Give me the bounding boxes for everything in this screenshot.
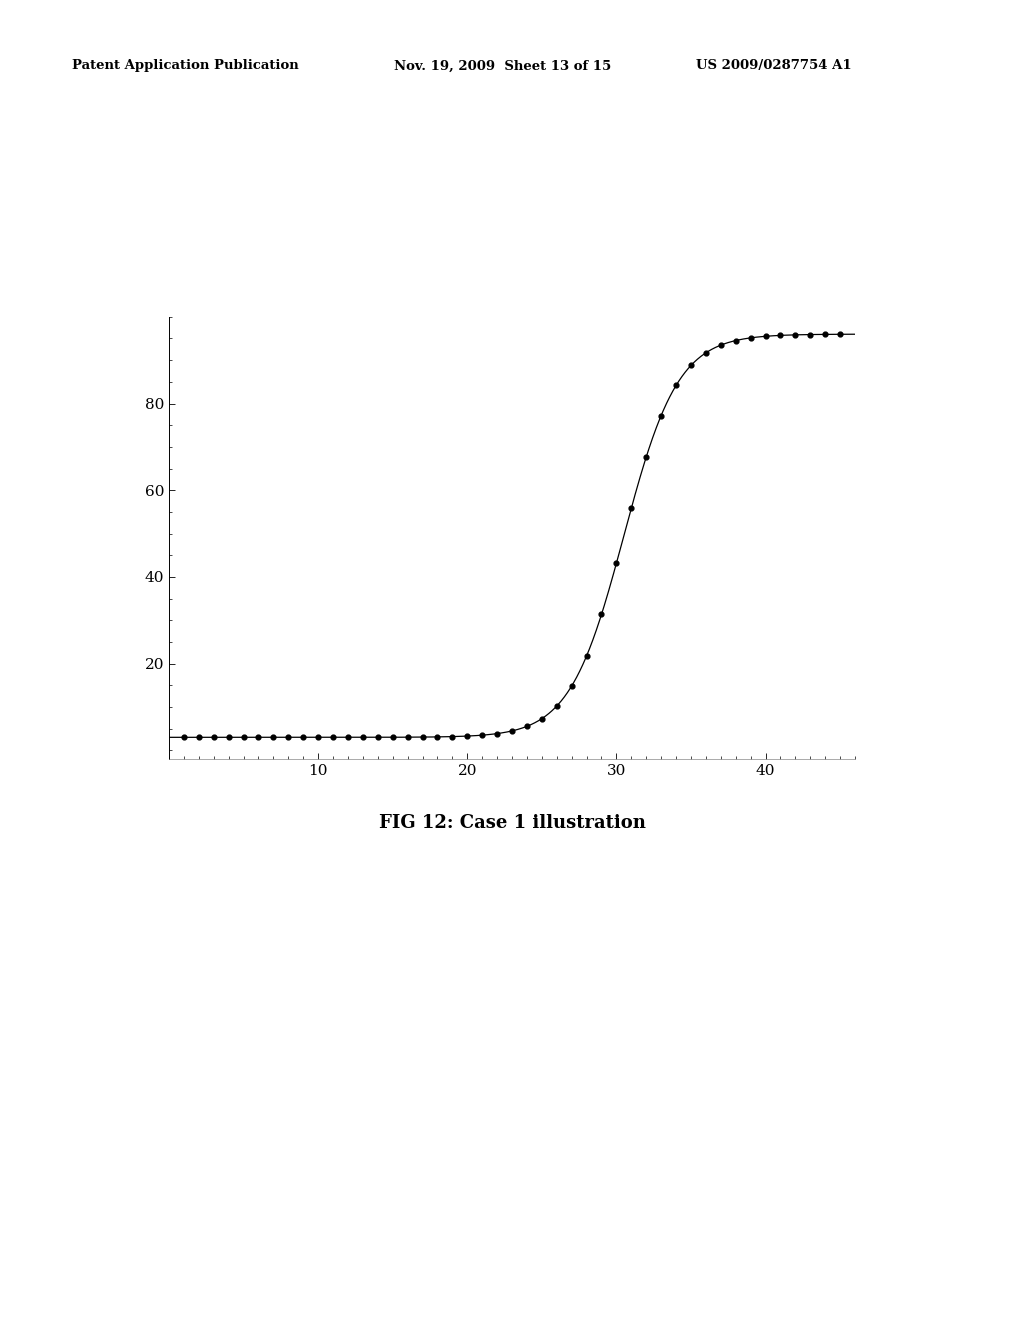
Point [713, 334, 729, 355]
Point [638, 446, 654, 467]
Text: Patent Application Publication: Patent Application Publication [72, 59, 298, 73]
Point [817, 323, 834, 345]
Point [563, 676, 580, 697]
Point [742, 327, 759, 348]
Point [370, 727, 386, 748]
Point [549, 696, 565, 717]
Point [608, 553, 625, 574]
Text: FIG 12: Case 1 illustration: FIG 12: Case 1 illustration [379, 814, 645, 833]
Point [593, 605, 609, 626]
Point [190, 727, 207, 748]
Point [220, 727, 237, 748]
Point [831, 323, 848, 345]
Text: Nov. 19, 2009  Sheet 13 of 15: Nov. 19, 2009 Sheet 13 of 15 [394, 59, 611, 73]
Point [683, 355, 699, 376]
Point [250, 727, 266, 748]
Point [415, 726, 431, 747]
Point [295, 727, 311, 748]
Point [429, 726, 445, 747]
Point [488, 723, 505, 744]
Text: US 2009/0287754 A1: US 2009/0287754 A1 [696, 59, 852, 73]
Point [206, 727, 222, 748]
Point [399, 726, 416, 747]
Point [653, 405, 670, 426]
Point [384, 727, 400, 748]
Point [310, 727, 327, 748]
Point [758, 326, 774, 347]
Point [325, 727, 341, 748]
Point [697, 342, 714, 363]
Point [802, 323, 818, 345]
Point [579, 645, 595, 667]
Point [281, 727, 297, 748]
Point [504, 721, 520, 742]
Point [265, 727, 282, 748]
Point [474, 725, 490, 746]
Point [519, 715, 536, 737]
Point [340, 727, 356, 748]
Point [668, 375, 684, 396]
Point [236, 727, 252, 748]
Point [787, 325, 804, 346]
Point [727, 330, 743, 351]
Point [534, 708, 550, 729]
Point [624, 498, 640, 519]
Point [354, 727, 371, 748]
Point [176, 727, 193, 748]
Point [772, 325, 788, 346]
Point [459, 726, 475, 747]
Point [444, 726, 461, 747]
